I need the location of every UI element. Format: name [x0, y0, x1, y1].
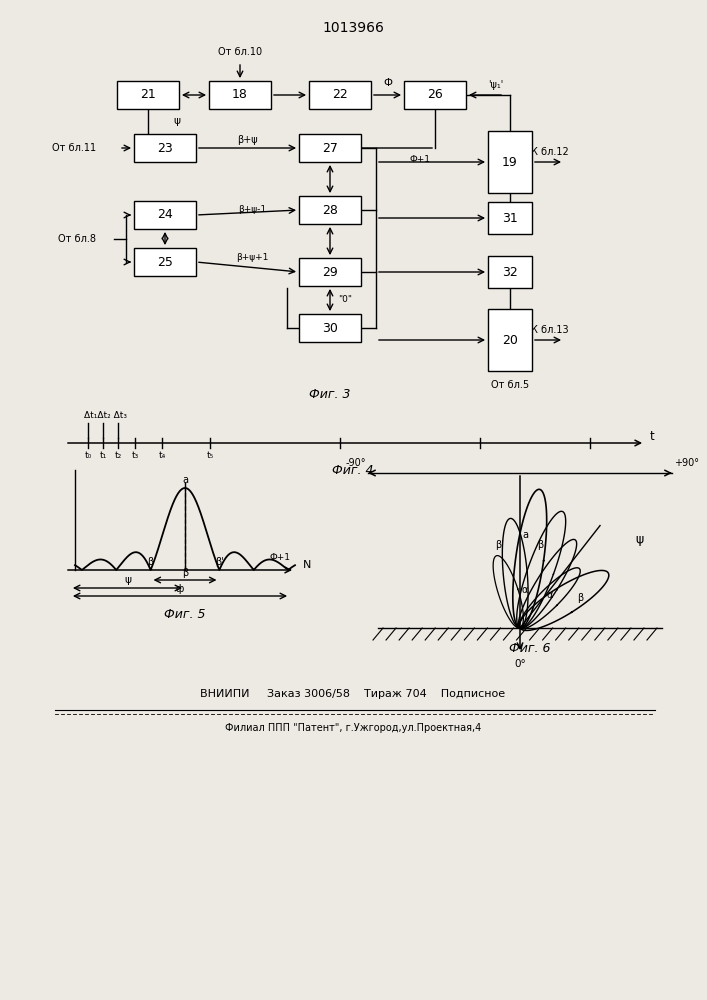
Text: От бл.8: От бл.8: [58, 233, 96, 243]
Text: β: β: [182, 568, 188, 578]
Text: 23: 23: [157, 141, 173, 154]
Text: t₅: t₅: [206, 452, 214, 460]
FancyBboxPatch shape: [488, 202, 532, 234]
Text: 25: 25: [157, 255, 173, 268]
FancyBboxPatch shape: [299, 258, 361, 286]
Text: a: a: [522, 530, 528, 540]
Text: Δt₁Δt₂ Δt₃: Δt₁Δt₂ Δt₃: [83, 410, 127, 420]
Text: 21: 21: [140, 89, 156, 102]
FancyBboxPatch shape: [309, 81, 371, 109]
Text: t: t: [650, 430, 655, 444]
Text: β': β': [496, 540, 504, 550]
Text: β': β': [215, 557, 223, 567]
Text: N: N: [303, 560, 311, 570]
Text: 1013966: 1013966: [322, 21, 384, 35]
Text: 27: 27: [322, 141, 338, 154]
Text: +90°: +90°: [674, 458, 699, 468]
Text: t₀: t₀: [84, 452, 92, 460]
Text: От бл.5: От бл.5: [491, 380, 529, 390]
Text: 31: 31: [502, 212, 518, 225]
Text: 30: 30: [322, 322, 338, 334]
FancyBboxPatch shape: [488, 256, 532, 288]
FancyBboxPatch shape: [404, 81, 466, 109]
Text: Фиг. 5: Фиг. 5: [164, 607, 206, 620]
Text: Ф+1: Ф+1: [409, 155, 430, 164]
Text: 28: 28: [322, 204, 338, 217]
Text: β+ψ: β+ψ: [237, 135, 258, 145]
Text: "0": "0": [338, 296, 352, 304]
Text: a: a: [182, 475, 188, 485]
Text: β: β: [148, 557, 153, 567]
Text: ψ: ψ: [124, 575, 131, 585]
Text: К бл.12: К бл.12: [531, 147, 569, 157]
Text: β: β: [577, 593, 583, 603]
Text: α: α: [522, 585, 528, 595]
Text: От бл.11: От бл.11: [52, 143, 96, 153]
Text: 24: 24: [157, 209, 173, 222]
Text: α: α: [547, 590, 553, 600]
Text: ВНИИПИ     Заказ 3006/58    Тираж 704    Подписное: ВНИИПИ Заказ 3006/58 Тираж 704 Подписное: [201, 689, 506, 699]
Text: β+ψ+1: β+ψ+1: [236, 252, 269, 261]
Text: 26: 26: [427, 89, 443, 102]
Text: Фиг. 3: Фиг. 3: [309, 388, 351, 401]
Text: 22: 22: [332, 89, 348, 102]
FancyBboxPatch shape: [299, 314, 361, 342]
Text: 29: 29: [322, 265, 338, 278]
Text: 20: 20: [502, 334, 518, 347]
FancyBboxPatch shape: [209, 81, 271, 109]
Text: От бл.10: От бл.10: [218, 47, 262, 57]
Text: К бл.13: К бл.13: [531, 325, 569, 335]
Text: β: β: [537, 540, 543, 550]
FancyBboxPatch shape: [134, 134, 196, 162]
FancyBboxPatch shape: [488, 131, 532, 193]
Text: ψ: ψ: [173, 116, 180, 126]
FancyBboxPatch shape: [117, 81, 179, 109]
Text: Ф+1: Ф+1: [269, 554, 290, 562]
Text: 32: 32: [502, 265, 518, 278]
FancyBboxPatch shape: [299, 196, 361, 224]
Text: Ф: Ф: [383, 78, 392, 88]
Text: t₃: t₃: [132, 452, 139, 460]
FancyBboxPatch shape: [134, 248, 196, 276]
Text: t₄: t₄: [158, 452, 165, 460]
Text: -90°: -90°: [346, 458, 366, 468]
Text: ф: ф: [176, 584, 185, 594]
FancyBboxPatch shape: [134, 201, 196, 229]
Text: β+ψ-1: β+ψ-1: [238, 206, 267, 215]
FancyBboxPatch shape: [488, 309, 532, 371]
Text: 0°: 0°: [514, 659, 526, 669]
Text: 'ψ₁': 'ψ₁': [488, 80, 503, 90]
Text: Фиг. 4: Фиг. 4: [332, 464, 374, 478]
FancyBboxPatch shape: [299, 134, 361, 162]
Text: Филиал ППП "Патент", г.Ужгород,ул.Проектная,4: Филиал ППП "Патент", г.Ужгород,ул.Проект…: [225, 723, 481, 733]
Text: t₂: t₂: [115, 452, 122, 460]
Text: ψ: ψ: [636, 534, 644, 546]
Text: 19: 19: [502, 155, 518, 168]
Text: t₁: t₁: [100, 452, 107, 460]
Text: Фиг. 6: Фиг. 6: [509, 642, 551, 654]
Text: 18: 18: [232, 89, 248, 102]
